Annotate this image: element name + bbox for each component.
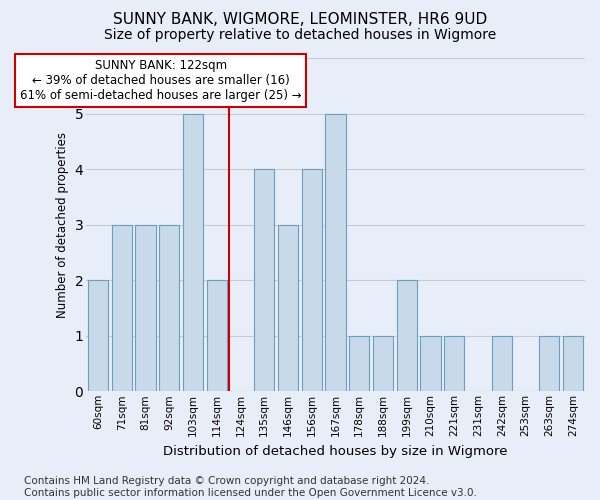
Bar <box>88 280 108 392</box>
Bar <box>112 224 132 392</box>
Bar <box>278 224 298 392</box>
Bar <box>492 336 512 392</box>
Y-axis label: Number of detached properties: Number of detached properties <box>56 132 69 318</box>
Text: Size of property relative to detached houses in Wigmore: Size of property relative to detached ho… <box>104 28 496 42</box>
Bar <box>444 336 464 392</box>
Bar <box>325 114 346 392</box>
Bar <box>136 224 155 392</box>
Text: SUNNY BANK: 122sqm
← 39% of detached houses are smaller (16)
61% of semi-detache: SUNNY BANK: 122sqm ← 39% of detached hou… <box>20 59 302 102</box>
Bar <box>373 336 393 392</box>
Bar <box>159 224 179 392</box>
Bar <box>539 336 559 392</box>
Bar <box>254 169 274 392</box>
Text: SUNNY BANK, WIGMORE, LEOMINSTER, HR6 9UD: SUNNY BANK, WIGMORE, LEOMINSTER, HR6 9UD <box>113 12 487 28</box>
Bar <box>397 280 417 392</box>
Text: Contains HM Land Registry data © Crown copyright and database right 2024.
Contai: Contains HM Land Registry data © Crown c… <box>24 476 477 498</box>
Bar <box>349 336 370 392</box>
Bar <box>563 336 583 392</box>
Bar <box>206 280 227 392</box>
X-axis label: Distribution of detached houses by size in Wigmore: Distribution of detached houses by size … <box>163 444 508 458</box>
Bar <box>421 336 440 392</box>
Bar <box>183 114 203 392</box>
Bar <box>302 169 322 392</box>
